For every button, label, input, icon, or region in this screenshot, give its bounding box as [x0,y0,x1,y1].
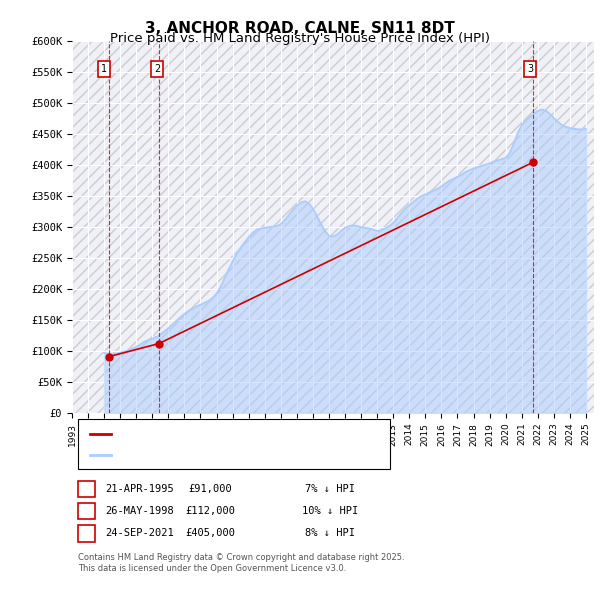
Text: 2: 2 [83,506,89,516]
Text: 3: 3 [83,529,89,538]
Text: HPI: Average price, detached house, Wiltshire: HPI: Average price, detached house, Wilt… [115,451,338,460]
Point [104,352,114,361]
Text: 2: 2 [154,64,160,74]
Text: £112,000: £112,000 [185,506,235,516]
Text: 3, ANCHOR ROAD, CALNE, SN11 8DT: 3, ANCHOR ROAD, CALNE, SN11 8DT [145,21,455,35]
Text: 1: 1 [101,64,107,74]
Text: 7% ↓ HPI: 7% ↓ HPI [305,484,355,494]
Text: Contains HM Land Registry data © Crown copyright and database right 2025.
This d: Contains HM Land Registry data © Crown c… [78,553,404,573]
Text: 24-SEP-2021: 24-SEP-2021 [105,529,174,538]
Text: Price paid vs. HM Land Registry's House Price Index (HPI): Price paid vs. HM Land Registry's House … [110,32,490,45]
Text: 26-MAY-1998: 26-MAY-1998 [105,506,174,516]
Text: £91,000: £91,000 [188,484,232,494]
Text: 1: 1 [83,484,89,494]
Text: 21-APR-1995: 21-APR-1995 [105,484,174,494]
Point [154,339,164,348]
Text: £405,000: £405,000 [185,529,235,538]
Text: 10% ↓ HPI: 10% ↓ HPI [302,506,358,516]
Point [529,158,538,167]
Text: 3: 3 [527,64,533,74]
Text: 8% ↓ HPI: 8% ↓ HPI [305,529,355,538]
Text: 3, ANCHOR ROAD, CALNE, SN11 8DT (detached house): 3, ANCHOR ROAD, CALNE, SN11 8DT (detache… [115,429,385,438]
